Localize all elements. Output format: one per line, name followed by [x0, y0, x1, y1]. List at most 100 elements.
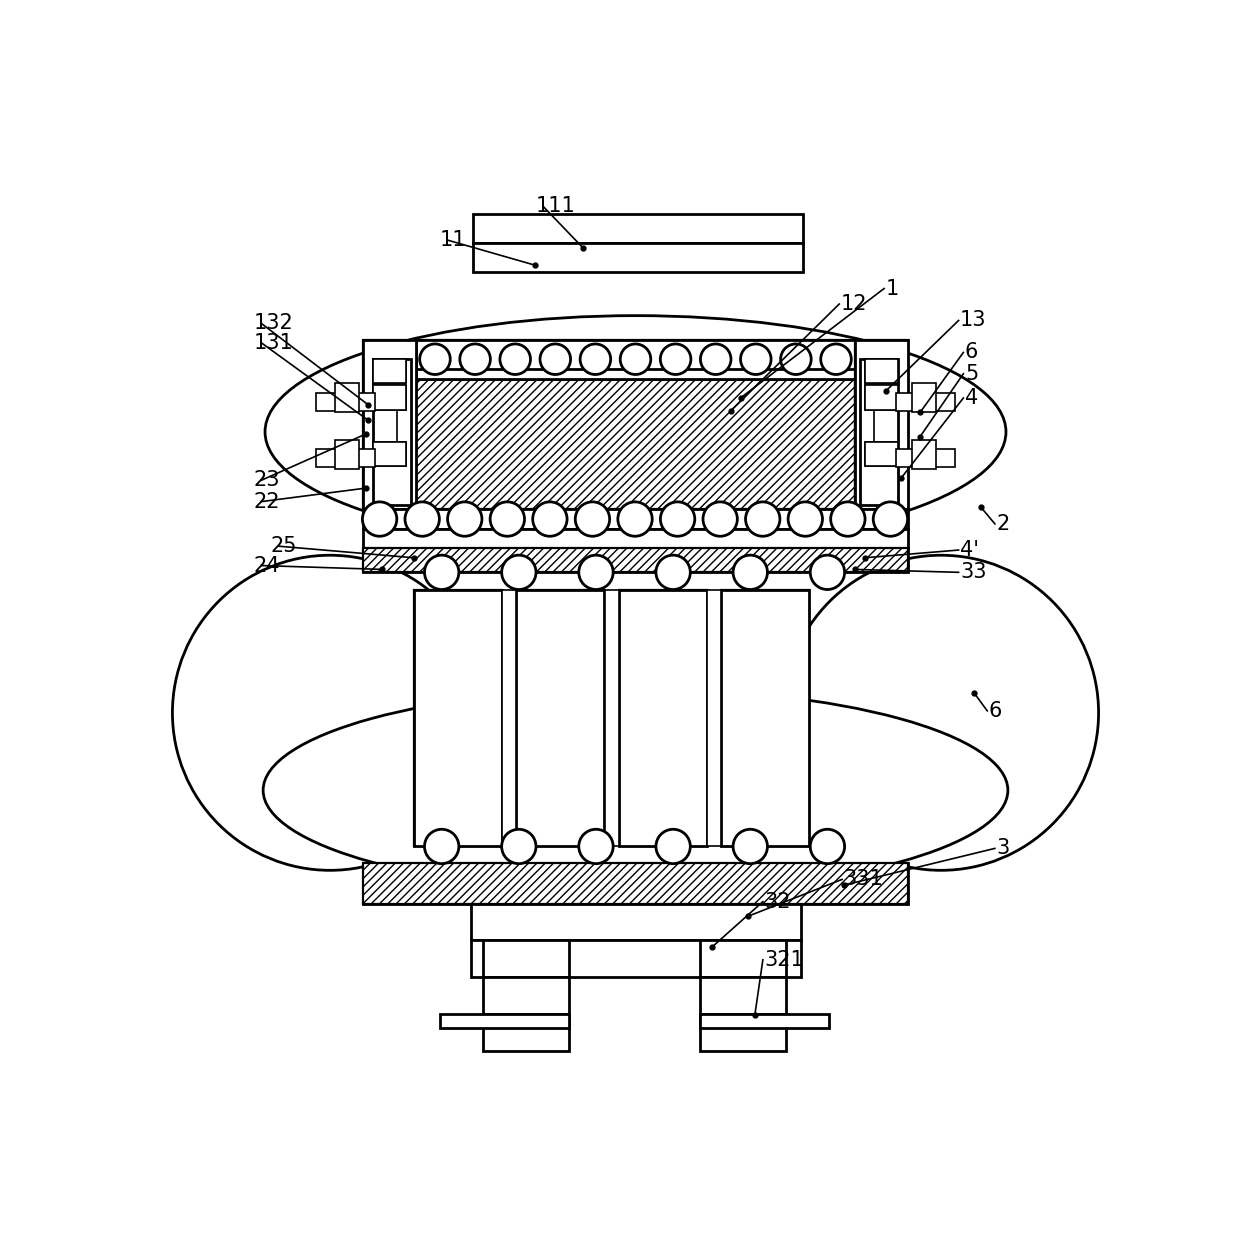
- Bar: [482, 1014, 569, 1050]
- Text: 13: 13: [960, 311, 987, 331]
- Bar: [605, 590, 619, 847]
- Circle shape: [781, 343, 811, 375]
- Bar: [373, 360, 412, 504]
- Bar: [335, 439, 358, 469]
- Bar: [864, 442, 898, 465]
- Circle shape: [618, 502, 652, 536]
- Text: 321: 321: [764, 950, 805, 970]
- Bar: [474, 214, 802, 243]
- Bar: [502, 590, 516, 847]
- Bar: [864, 360, 898, 384]
- Bar: [415, 340, 856, 509]
- Bar: [474, 243, 802, 272]
- Bar: [864, 442, 898, 465]
- Circle shape: [500, 343, 531, 375]
- Bar: [363, 863, 908, 903]
- Circle shape: [460, 343, 490, 375]
- Circle shape: [419, 343, 450, 375]
- Circle shape: [620, 343, 651, 375]
- Bar: [856, 340, 908, 509]
- Circle shape: [424, 555, 459, 590]
- Text: 23: 23: [253, 470, 280, 491]
- Bar: [316, 392, 374, 410]
- Bar: [707, 590, 722, 847]
- Bar: [516, 590, 604, 847]
- Bar: [864, 360, 898, 384]
- Circle shape: [533, 502, 567, 536]
- Circle shape: [424, 829, 459, 864]
- Bar: [864, 385, 898, 410]
- Ellipse shape: [265, 316, 1006, 548]
- Bar: [619, 590, 707, 847]
- Circle shape: [579, 555, 613, 590]
- Bar: [913, 384, 936, 413]
- Bar: [722, 590, 810, 847]
- Text: 32: 32: [764, 892, 791, 912]
- Text: 5: 5: [965, 364, 978, 384]
- Bar: [516, 590, 604, 847]
- Text: 3: 3: [997, 838, 1009, 858]
- Bar: [414, 590, 502, 847]
- Circle shape: [656, 555, 691, 590]
- Bar: [414, 590, 502, 847]
- Circle shape: [661, 502, 694, 536]
- Bar: [913, 439, 936, 469]
- Bar: [363, 340, 415, 509]
- Text: 12: 12: [841, 294, 867, 314]
- Text: 4': 4': [960, 540, 980, 560]
- Bar: [856, 340, 908, 509]
- Circle shape: [810, 829, 844, 864]
- Bar: [471, 903, 801, 941]
- Circle shape: [789, 502, 822, 536]
- Bar: [373, 360, 407, 384]
- Bar: [619, 590, 707, 847]
- Text: 4: 4: [965, 387, 978, 408]
- Circle shape: [661, 343, 691, 375]
- Bar: [701, 1014, 830, 1028]
- Bar: [897, 392, 955, 410]
- Text: 131: 131: [253, 333, 294, 352]
- Text: 6: 6: [988, 701, 1002, 721]
- Circle shape: [873, 502, 908, 536]
- Circle shape: [502, 829, 536, 864]
- Bar: [864, 385, 898, 410]
- Bar: [363, 340, 415, 509]
- Bar: [363, 528, 908, 548]
- Bar: [363, 863, 908, 903]
- Bar: [859, 360, 898, 504]
- Bar: [373, 442, 407, 465]
- Bar: [373, 360, 407, 384]
- Circle shape: [703, 502, 738, 536]
- Bar: [471, 941, 801, 977]
- Bar: [363, 509, 908, 528]
- Text: 111: 111: [536, 196, 575, 216]
- Circle shape: [701, 343, 730, 375]
- Bar: [722, 590, 810, 847]
- Circle shape: [740, 343, 771, 375]
- Circle shape: [784, 555, 1099, 871]
- Circle shape: [502, 555, 536, 590]
- Text: 2: 2: [997, 515, 1009, 533]
- Circle shape: [733, 555, 768, 590]
- Text: 6: 6: [965, 342, 978, 362]
- Bar: [440, 1014, 569, 1028]
- Circle shape: [579, 829, 613, 864]
- Bar: [373, 442, 407, 465]
- Circle shape: [448, 502, 482, 536]
- Bar: [701, 977, 786, 1014]
- Circle shape: [810, 555, 844, 590]
- Circle shape: [733, 829, 768, 864]
- Text: 25: 25: [270, 536, 298, 556]
- Bar: [335, 384, 358, 413]
- Bar: [363, 548, 908, 572]
- Circle shape: [745, 502, 780, 536]
- Text: 33: 33: [960, 562, 987, 582]
- Text: 22: 22: [253, 492, 280, 512]
- Text: 11: 11: [440, 230, 466, 250]
- Circle shape: [541, 343, 570, 375]
- Circle shape: [172, 555, 487, 871]
- Bar: [415, 340, 856, 379]
- Bar: [701, 1014, 786, 1050]
- Circle shape: [362, 502, 397, 536]
- Bar: [897, 449, 955, 467]
